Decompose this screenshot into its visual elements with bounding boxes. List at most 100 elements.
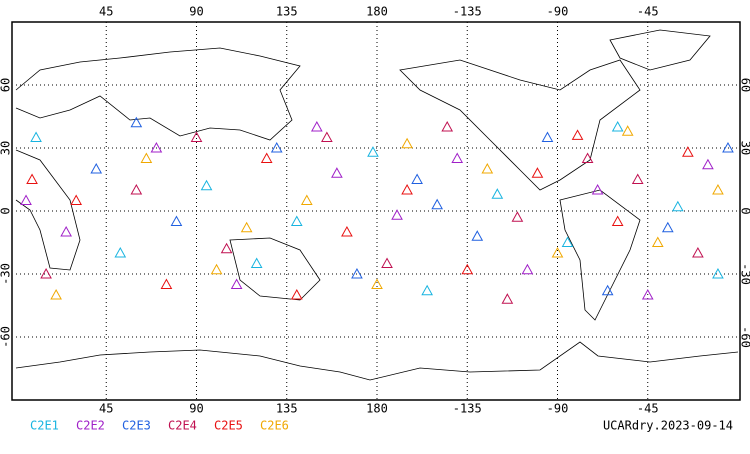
point — [693, 248, 703, 257]
point — [382, 259, 392, 268]
point — [663, 223, 673, 232]
point — [292, 217, 302, 226]
y-tick-label-right: 0 — [739, 207, 750, 214]
x-tick-label: -135 — [453, 402, 482, 416]
point — [512, 212, 522, 221]
point — [222, 244, 232, 253]
point — [171, 217, 181, 226]
x-tick-label: 90 — [189, 402, 203, 416]
point — [262, 154, 272, 163]
point — [302, 196, 312, 205]
legend-entry: C2E4 — [168, 419, 197, 433]
point — [242, 223, 252, 232]
legend-entry: C2E5 — [214, 419, 243, 433]
point — [593, 185, 603, 194]
point — [322, 133, 332, 142]
y-tick-label-right: -30 — [739, 263, 750, 285]
point — [703, 160, 713, 169]
point — [613, 217, 623, 226]
point — [492, 189, 502, 198]
x-tick-label-top: 90 — [189, 5, 203, 19]
point — [573, 130, 583, 139]
point — [51, 290, 61, 299]
point — [71, 196, 81, 205]
point — [553, 248, 563, 257]
point — [653, 238, 663, 247]
point — [368, 147, 378, 156]
y-tick-label: 30 — [0, 141, 13, 155]
point — [312, 122, 322, 131]
point — [91, 164, 101, 173]
point — [432, 200, 442, 209]
x-tick-label-top: 135 — [276, 5, 298, 19]
x-tick-label: -90 — [547, 402, 569, 416]
x-tick-label-top: -45 — [637, 5, 659, 19]
point — [131, 185, 141, 194]
y-tick-label: 0 — [0, 207, 13, 214]
point — [472, 231, 482, 240]
y-tick-label-right: 60 — [739, 78, 750, 92]
y-tick-label: -30 — [0, 263, 13, 285]
point — [402, 185, 412, 194]
x-tick-label-top: 45 — [99, 5, 113, 19]
point — [232, 280, 242, 289]
x-tick-label: 135 — [276, 402, 298, 416]
legend-entry: C2E2 — [76, 419, 105, 433]
point — [292, 290, 302, 299]
coastline — [560, 190, 640, 320]
point — [41, 269, 51, 278]
point — [442, 122, 452, 131]
x-tick-label-top: -135 — [453, 5, 482, 19]
point — [482, 164, 492, 173]
point — [61, 227, 71, 236]
point — [522, 265, 532, 274]
point — [673, 202, 683, 211]
point — [27, 175, 37, 184]
y-tick-label: 60 — [0, 78, 13, 92]
annotation: UCARdry.2023-09-14 — [603, 419, 733, 433]
legend-entry: C2E6 — [260, 419, 289, 433]
coastline — [230, 238, 320, 300]
point — [542, 133, 552, 142]
legend-entry: C2E1 — [30, 419, 59, 433]
x-tick-label: 180 — [366, 402, 388, 416]
point — [21, 196, 31, 205]
point — [623, 126, 633, 135]
point — [202, 181, 212, 190]
point — [502, 294, 512, 303]
grid — [16, 22, 738, 400]
point — [633, 175, 643, 184]
y-tick-label: -60 — [0, 326, 13, 348]
coastline — [16, 150, 80, 270]
point — [532, 168, 542, 177]
point — [613, 122, 623, 131]
x-tick-label: -45 — [637, 402, 659, 416]
point — [115, 248, 125, 257]
x-tick-label: 45 — [99, 402, 113, 416]
x-tick-label-top: -90 — [547, 5, 569, 19]
point — [212, 265, 222, 274]
point — [192, 133, 202, 142]
point — [342, 227, 352, 236]
y-tick-label-right: -60 — [739, 326, 750, 348]
y-tick-label-right: 30 — [739, 141, 750, 155]
point — [412, 175, 422, 184]
point — [31, 133, 41, 142]
point — [402, 139, 412, 148]
point — [452, 154, 462, 163]
point — [332, 168, 342, 177]
coastline — [400, 60, 640, 190]
x-tick-label-top: 180 — [366, 5, 388, 19]
point — [252, 259, 262, 268]
legend-entry: C2E3 — [122, 419, 151, 433]
point — [713, 185, 723, 194]
point — [683, 147, 693, 156]
point — [392, 210, 402, 219]
coastline — [16, 48, 300, 140]
point — [141, 154, 151, 163]
point — [422, 286, 432, 295]
point — [372, 280, 382, 289]
coastline — [610, 30, 710, 70]
point — [161, 280, 171, 289]
